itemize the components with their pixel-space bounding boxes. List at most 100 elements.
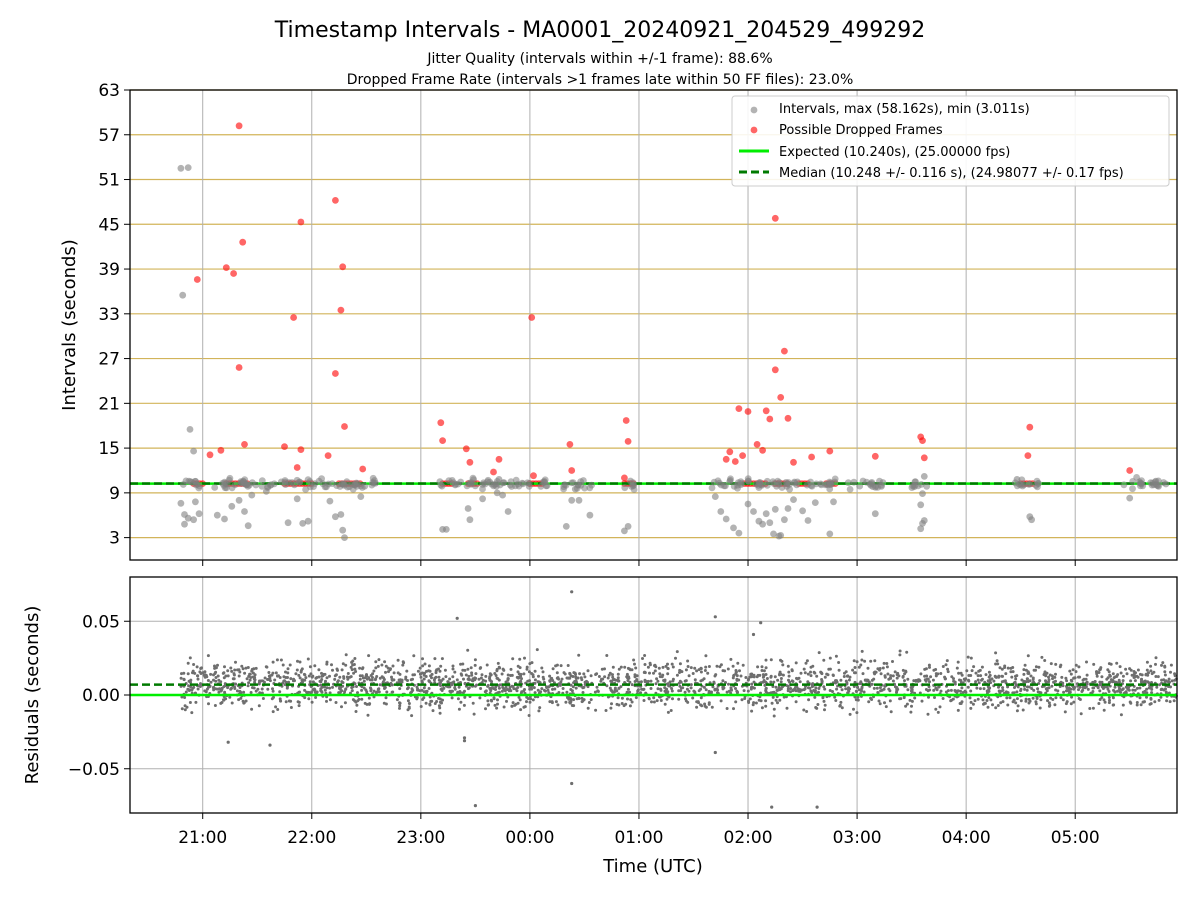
residual-point bbox=[760, 669, 764, 672]
residual-point bbox=[1001, 688, 1005, 692]
residual-point bbox=[421, 657, 424, 661]
residual-point bbox=[1064, 689, 1068, 693]
residual-point bbox=[216, 663, 219, 667]
residual-point bbox=[1100, 685, 1104, 689]
residual-point bbox=[613, 686, 617, 690]
residual-point bbox=[707, 665, 711, 668]
residual-point bbox=[1154, 675, 1158, 678]
residual-point bbox=[1038, 706, 1042, 710]
residual-point bbox=[1045, 689, 1049, 693]
residual-point bbox=[511, 701, 515, 705]
residual-point bbox=[888, 689, 892, 693]
residual-point bbox=[965, 669, 969, 673]
residual-point bbox=[652, 700, 656, 704]
residual-point bbox=[748, 697, 752, 701]
residual-point bbox=[579, 676, 583, 680]
residual-point bbox=[242, 690, 246, 694]
residual-point bbox=[1121, 679, 1125, 683]
residual-point bbox=[678, 684, 682, 688]
residual-point bbox=[419, 672, 423, 676]
residual-point bbox=[553, 687, 557, 691]
residual-point bbox=[361, 676, 365, 680]
residual-point bbox=[420, 679, 424, 683]
residual-point bbox=[934, 686, 938, 690]
residual-point bbox=[1061, 684, 1065, 688]
residual-point bbox=[805, 710, 809, 713]
residual-point bbox=[537, 674, 540, 678]
residual-point bbox=[611, 665, 615, 669]
residual-point bbox=[214, 666, 218, 670]
residual-point bbox=[409, 678, 413, 682]
residual-point bbox=[1032, 668, 1036, 672]
residual-point bbox=[941, 697, 945, 700]
residual-point bbox=[254, 666, 258, 670]
residual-point bbox=[848, 675, 852, 679]
residual-point bbox=[446, 685, 450, 689]
residual-point bbox=[834, 699, 838, 702]
chart-title: Timestamp Intervals - MA0001_20240921_20… bbox=[274, 18, 925, 43]
residual-point bbox=[1119, 690, 1123, 694]
residual-point bbox=[434, 671, 438, 675]
residual-point bbox=[572, 671, 576, 675]
dropped-frame-point bbox=[217, 446, 225, 454]
residual-point bbox=[643, 663, 647, 666]
residual-point bbox=[211, 686, 215, 690]
residual-point bbox=[949, 688, 953, 692]
residual-point bbox=[786, 687, 790, 691]
residual-point bbox=[366, 713, 370, 717]
residual-point bbox=[473, 663, 477, 667]
residual-point bbox=[427, 687, 431, 690]
dropped-frame-point bbox=[437, 419, 445, 427]
top-y-tick-label: 15 bbox=[98, 439, 120, 459]
residual-point bbox=[183, 696, 187, 699]
residual-point bbox=[1010, 675, 1014, 679]
residual-point bbox=[813, 695, 817, 699]
residual-point bbox=[840, 688, 844, 692]
residual-point bbox=[1155, 685, 1159, 689]
residual-point bbox=[1124, 667, 1128, 671]
residual-point bbox=[834, 681, 837, 685]
residual-point bbox=[562, 671, 566, 675]
residual-point bbox=[765, 677, 769, 680]
residual-point bbox=[852, 707, 855, 711]
residual-point bbox=[355, 703, 359, 707]
residual-point bbox=[955, 666, 959, 670]
residual-point bbox=[251, 675, 255, 679]
interval-point bbox=[844, 479, 852, 487]
residual-point bbox=[721, 679, 725, 683]
interval-point bbox=[466, 516, 474, 524]
residual-point bbox=[629, 698, 633, 702]
residual-point bbox=[186, 661, 190, 665]
residual-point bbox=[455, 616, 459, 620]
residual-point bbox=[910, 704, 913, 708]
residual-point bbox=[944, 663, 948, 667]
residual-point bbox=[1006, 666, 1010, 670]
residual-point bbox=[343, 701, 347, 705]
residual-point bbox=[440, 657, 444, 661]
residual-point bbox=[448, 677, 452, 681]
residual-point bbox=[1168, 680, 1171, 684]
residual-point bbox=[207, 702, 210, 706]
residual-point bbox=[729, 686, 733, 690]
residual-point bbox=[288, 663, 292, 667]
residual-point bbox=[670, 662, 674, 666]
residual-point bbox=[555, 671, 559, 675]
residual-point bbox=[439, 681, 442, 685]
interval-point bbox=[1120, 481, 1128, 489]
residual-point bbox=[1097, 702, 1101, 705]
residual-point bbox=[353, 667, 357, 671]
residual-point bbox=[774, 698, 778, 702]
residual-point bbox=[337, 691, 341, 695]
residual-point bbox=[1054, 672, 1057, 676]
residual-point bbox=[611, 678, 615, 682]
residual-point bbox=[779, 677, 783, 680]
interval-point bbox=[876, 477, 883, 485]
residual-point bbox=[1107, 690, 1111, 693]
residual-point bbox=[321, 674, 325, 678]
dropped-frame-point bbox=[281, 443, 288, 450]
residual-point bbox=[297, 704, 301, 708]
residual-point bbox=[419, 675, 423, 679]
dropped-frame-point bbox=[920, 454, 928, 462]
residual-point bbox=[831, 674, 835, 677]
residual-point bbox=[325, 662, 329, 666]
